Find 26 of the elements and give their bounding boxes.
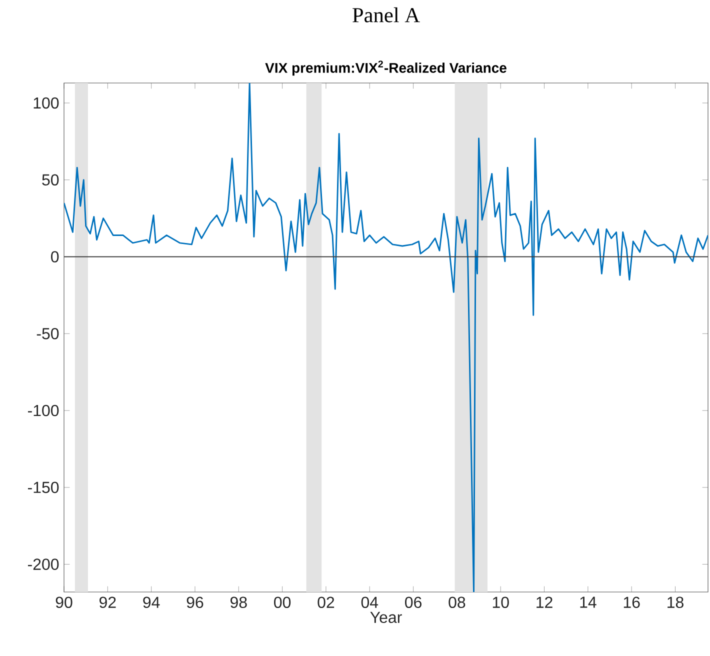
chart-title: Panel A <box>352 7 420 22</box>
x-tick-label: 06 <box>405 596 422 608</box>
y-tick-label: -200 <box>28 558 59 570</box>
x-tick-label: 16 <box>624 596 640 608</box>
y-tick-label: 0 <box>51 251 59 262</box>
y-tick-label: -50 <box>36 328 59 340</box>
x-tick-label: 18 <box>668 596 684 608</box>
x-tick-label: 98 <box>230 596 247 608</box>
x-tick-label: 90 <box>56 596 72 608</box>
x-tick-label: 96 <box>186 596 204 608</box>
y-tick-label: -100 <box>28 404 59 416</box>
x-tick-label: 10 <box>492 596 509 608</box>
y-tick-label: 50 <box>42 174 59 186</box>
x-tick-label: 02 <box>318 596 334 608</box>
x-tick-label: 14 <box>580 596 596 608</box>
x-tick-label: 04 <box>361 596 378 608</box>
x-tick-label: 12 <box>536 596 552 608</box>
x-tick-label: 94 <box>143 596 160 608</box>
x-axis-title: Year <box>370 612 402 623</box>
line-series <box>64 82 708 592</box>
chart-subtitle: VIX premium:VIX$^{2}$-Realized Variance <box>265 60 506 76</box>
x-tick-label: 08 <box>448 596 466 608</box>
x-tick-label: 00 <box>274 596 291 608</box>
y-tick-label: -150 <box>28 482 59 494</box>
x-tick-label: 92 <box>100 596 116 608</box>
y-tick-label: 100 <box>34 97 59 109</box>
